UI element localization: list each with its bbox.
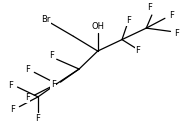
Text: OH: OH (91, 22, 104, 31)
Text: F: F (36, 114, 40, 123)
Text: F: F (135, 46, 140, 55)
Text: F: F (126, 16, 131, 25)
Text: F: F (25, 65, 30, 74)
Text: F: F (148, 3, 152, 12)
Text: F: F (25, 93, 30, 102)
Text: F: F (50, 51, 55, 60)
Text: F: F (10, 105, 15, 114)
Text: Br: Br (41, 15, 50, 24)
Text: F: F (174, 28, 179, 38)
Text: F: F (8, 81, 13, 90)
Text: F: F (51, 80, 56, 89)
Text: F: F (169, 11, 174, 20)
